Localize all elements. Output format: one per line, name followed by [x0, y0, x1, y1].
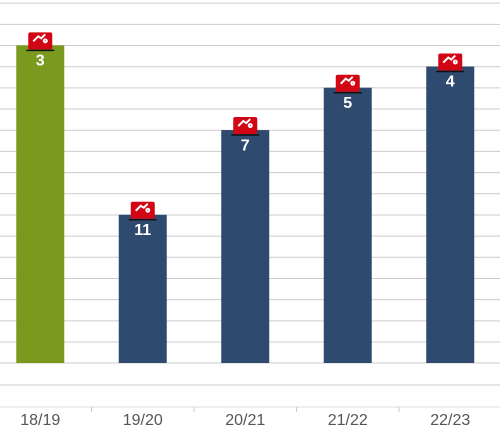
league-badge-figure [32, 33, 48, 44]
league-badge [130, 201, 155, 219]
value-label: 4 [446, 74, 455, 91]
bar [221, 130, 270, 363]
league-badge-figure [237, 118, 253, 129]
x-tick-label: 18/19 [20, 412, 60, 429]
bar [426, 66, 475, 363]
x-tick-label: 22/23 [430, 412, 470, 429]
x-tick-label: 20/21 [225, 412, 265, 429]
league-badge-figure [135, 203, 151, 213]
bar [16, 45, 65, 364]
league-badge [335, 74, 360, 92]
x-tick-label: 21/22 [328, 412, 368, 429]
x-tick-label: 19/20 [123, 412, 163, 429]
bar [118, 214, 167, 363]
value-label: 3 [36, 53, 45, 70]
league-badge [28, 32, 53, 50]
bar [323, 87, 372, 364]
league-badge-figure [442, 54, 458, 65]
value-label: 5 [343, 95, 352, 112]
value-label: 11 [134, 222, 151, 239]
league-badge [233, 117, 258, 135]
league-badge-figure [340, 75, 356, 86]
value-label: 7 [241, 137, 250, 154]
league-badge [438, 53, 463, 71]
